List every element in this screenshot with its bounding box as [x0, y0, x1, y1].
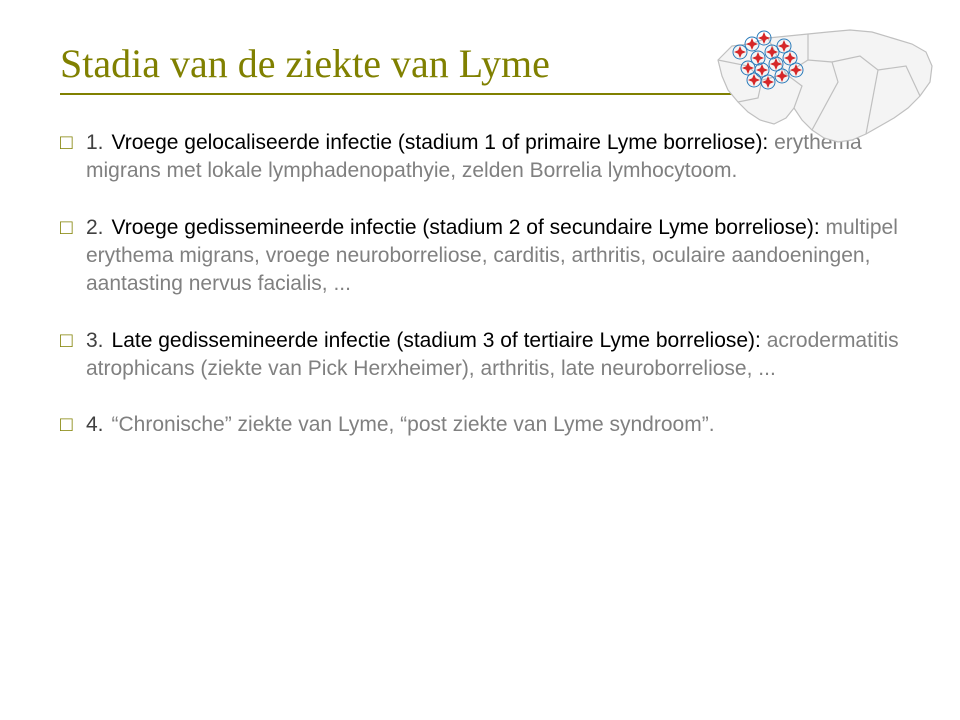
list-item: □ 4. “Chronische” ziekte van Lyme, “post … [60, 411, 910, 439]
item-text-primary: Late gedissemineerde infectie (stadium 3… [112, 329, 767, 352]
list-item-text: 2. Vroege gedissemineerde infectie (stadi… [86, 214, 910, 299]
bullet-icon: □ [60, 129, 86, 186]
list-item-text: 3. Late gedissemineerde infectie (stadium… [86, 327, 910, 384]
item-text-primary: Vroege gedissemineerde infectie (stadium… [112, 216, 826, 239]
item-number: 2. [86, 216, 104, 239]
item-number: 3. [86, 329, 104, 352]
bullet-icon: □ [60, 327, 86, 384]
map-belgium [710, 8, 940, 158]
list-item: □ 3. Late gedissemineerde infectie (stadi… [60, 327, 910, 384]
item-text-secondary: “Chronische” ziekte van Lyme, “post ziek… [112, 413, 715, 436]
item-number: 4. [86, 413, 104, 436]
item-text-primary: Vroege gelocaliseerde infectie (stadium … [112, 131, 775, 154]
slide-container: Stadia van de ziekte van Lyme □ 1.Vroege… [0, 0, 960, 720]
list-item: □ 2. Vroege gedissemineerde infectie (sta… [60, 214, 910, 299]
bullet-icon: □ [60, 411, 86, 439]
item-number: 1. [86, 131, 104, 154]
stages-list: □ 1. Vroege gelocaliseerde infectie (stad… [60, 129, 910, 440]
list-item-text: 4. “Chronische” ziekte van Lyme, “post zi… [86, 411, 715, 439]
bullet-icon: □ [60, 214, 86, 299]
